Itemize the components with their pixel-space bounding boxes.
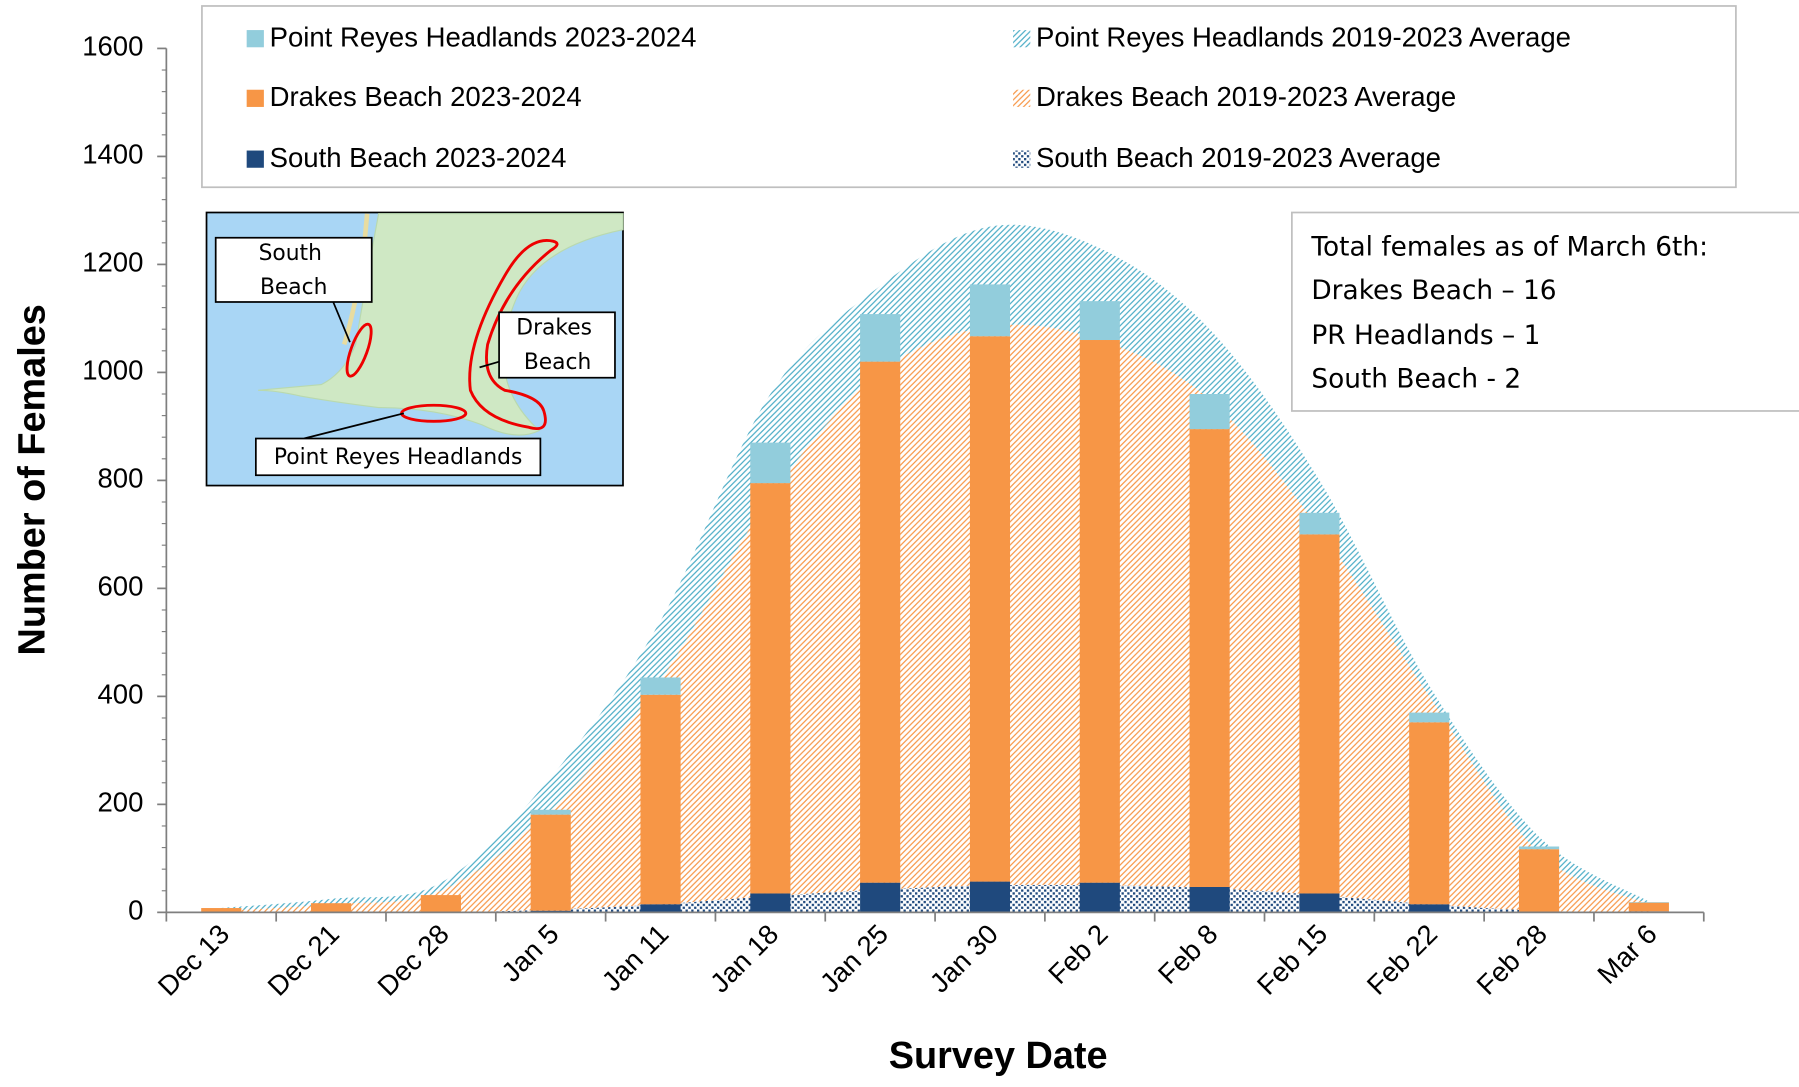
y-axis-title: Number of Females [11, 304, 53, 655]
legend-label: South Beach 2023-2024 [270, 142, 567, 173]
bar [1299, 893, 1340, 913]
map-label-box [214, 236, 373, 303]
bar [860, 361, 901, 883]
x-tick-label: Mar 6 [1591, 918, 1663, 990]
average-area [221, 224, 1649, 911]
y-tick-label: 400 [97, 679, 143, 710]
x-tick-label: Feb 22 [1361, 918, 1443, 1000]
bar [1079, 340, 1120, 883]
map-label: Point Reyes Headlands [274, 445, 522, 470]
bar [530, 814, 571, 911]
legend-swatch [1013, 30, 1031, 48]
bar [1518, 849, 1560, 913]
bar [860, 882, 901, 913]
annotation-line: South Beach - 2 [1311, 365, 1521, 395]
average-areas [221, 224, 1649, 913]
y-tick-label: 600 [97, 571, 143, 602]
bar [1189, 886, 1230, 913]
x-tick-label: Jan 30 [924, 918, 1004, 998]
legend-label: South Beach 2019-2023 Average [1036, 142, 1441, 173]
x-tick-label: Jan 18 [704, 918, 784, 998]
bar [1628, 902, 1669, 912]
map-label: South Beach [259, 241, 329, 300]
bar [750, 893, 791, 913]
legend-swatch [1013, 150, 1031, 168]
bars [201, 284, 1669, 913]
bar [1299, 512, 1340, 535]
bar [1079, 882, 1120, 913]
x-tick-label: Feb 28 [1471, 918, 1553, 1000]
x-tick-label: Feb 15 [1251, 918, 1333, 1000]
legend-box [201, 5, 1737, 189]
y-tick-label: 0 [128, 895, 143, 926]
x-tick-label: Dec 28 [371, 918, 455, 1002]
x-tick-label: Jan 25 [814, 918, 894, 998]
legend-swatch [246, 150, 264, 168]
legend-label: Point Reyes Headlands 2023-2024 [270, 22, 697, 53]
map-outline [345, 322, 373, 378]
y-tick-label: 800 [97, 463, 143, 494]
inset-map: South Beach Drakes Beach Point Reyes Hea… [205, 211, 624, 487]
legend-swatch [246, 30, 264, 48]
bar [1409, 904, 1450, 913]
map-label-box [254, 437, 542, 477]
bar [969, 284, 1011, 337]
map-label: Drakes Beach [516, 315, 599, 374]
bar [420, 895, 461, 913]
annotation-line: PR Headlands – 1 [1311, 321, 1540, 351]
legend: Point Reyes Headlands 2023-2024 Drakes Be… [246, 22, 1571, 173]
y-tick-label: 200 [97, 787, 143, 818]
map-pointer [303, 412, 405, 440]
legend-label: Drakes Beach 2023-2024 [270, 81, 582, 112]
annotation-line: Total females as of March 6th: [1310, 233, 1708, 263]
y-tick-label: 1200 [82, 247, 143, 278]
bar [1189, 394, 1230, 430]
map-outline [468, 239, 559, 431]
x-tick-label: Jan 11 [596, 918, 675, 997]
annotation-box [1291, 211, 1799, 412]
map-pointer [479, 360, 500, 369]
y-tick-label: 1400 [82, 139, 143, 170]
bar [750, 483, 791, 894]
bar [1518, 846, 1560, 850]
bar [640, 904, 681, 913]
map-pointer [331, 300, 351, 343]
legend-label: Drakes Beach 2019-2023 Average [1036, 81, 1456, 112]
legend-swatch [246, 89, 264, 107]
annotation: Total females as of March 6th: Drakes Be… [1310, 233, 1708, 395]
x-tick-label: Feb 2 [1042, 918, 1114, 990]
annotation-line: Drakes Beach – 16 [1311, 276, 1556, 306]
average-area [221, 324, 1649, 913]
legend-swatch [1013, 89, 1031, 107]
bar [1409, 722, 1450, 905]
bar [530, 809, 571, 815]
bar [1299, 534, 1340, 894]
bar [1628, 902, 1669, 903]
x-axis-title: Survey Date [889, 1035, 1108, 1077]
bar [311, 903, 352, 913]
x-tick-label: Dec 13 [152, 918, 236, 1002]
bar [1079, 301, 1120, 341]
x-tick-label: Jan 5 [495, 918, 565, 988]
x-tick-label: Dec 21 [261, 918, 345, 1002]
bar [969, 881, 1011, 913]
bar [640, 677, 681, 695]
legend-label: Point Reyes Headlands 2019-2023 Average [1036, 22, 1571, 53]
bar [1409, 712, 1450, 723]
bar [640, 694, 681, 905]
x-tick-label: Feb 8 [1152, 918, 1224, 990]
bar [750, 442, 791, 484]
map-label-box [498, 311, 616, 379]
bar [201, 908, 242, 913]
average-area [221, 884, 1649, 913]
bar [969, 336, 1011, 882]
y-tick-label: 1000 [82, 355, 143, 386]
y-tick-label: 1600 [82, 31, 143, 62]
bar [860, 314, 901, 362]
bar [1189, 429, 1230, 887]
